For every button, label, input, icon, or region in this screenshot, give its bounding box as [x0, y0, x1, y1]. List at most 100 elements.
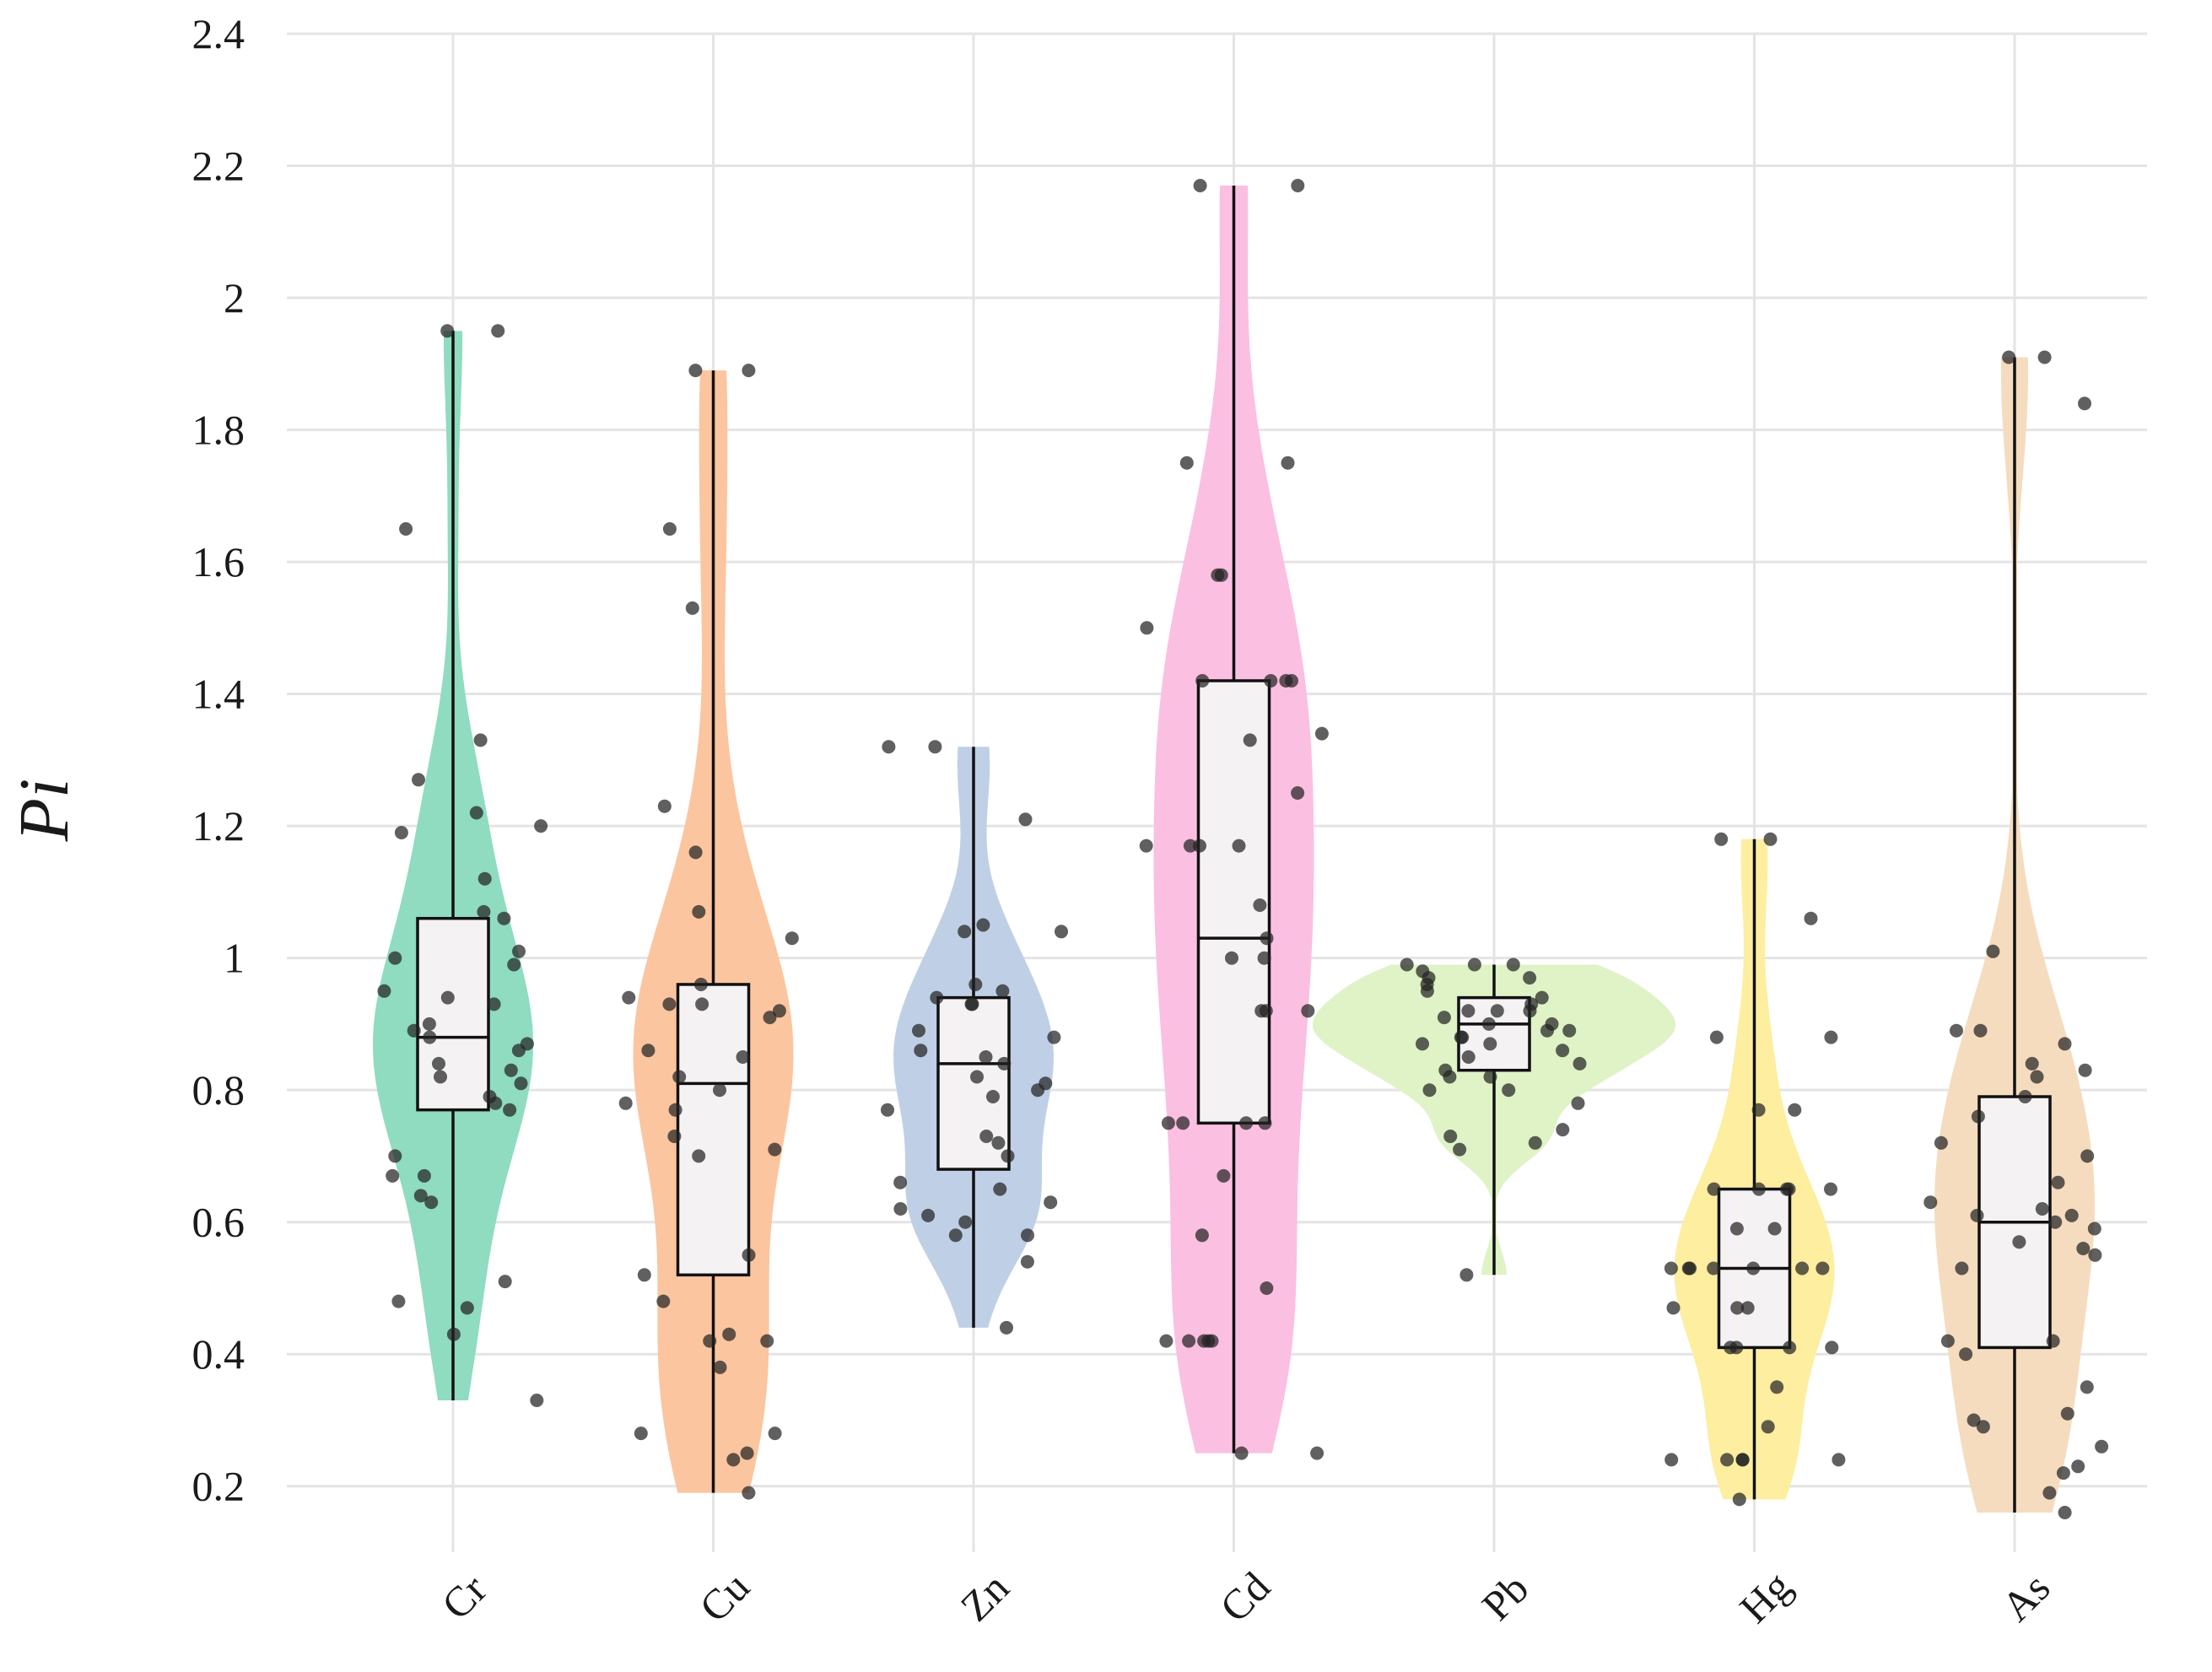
- data-point-pb: [1422, 1083, 1437, 1098]
- data-point-hg: [1815, 1261, 1830, 1276]
- data-point-hg: [1824, 1182, 1837, 1196]
- data-point-zn: [965, 997, 979, 1011]
- data-point-cr: [394, 826, 408, 839]
- data-point-cd: [1257, 951, 1271, 965]
- data-point-cd: [1253, 898, 1267, 912]
- data-point-cu: [742, 364, 756, 378]
- data-point-cr: [512, 944, 526, 958]
- data-point-cu: [662, 522, 677, 536]
- data-point-zn: [1021, 1228, 1034, 1243]
- data-point-as: [1976, 1420, 1990, 1434]
- data-point-pb: [1461, 1004, 1476, 1018]
- data-point-cr: [503, 1103, 517, 1117]
- data-point-zn: [1031, 1083, 1045, 1098]
- y-tick-label: 1.6: [192, 538, 245, 585]
- y-tick-label: 1.2: [192, 802, 245, 849]
- data-point-cr: [487, 997, 501, 1011]
- x-tick-label: Cr: [433, 1565, 496, 1628]
- data-point-pb: [1573, 1056, 1587, 1071]
- data-point-hg: [1832, 1453, 1846, 1467]
- data-point-as: [2037, 350, 2052, 364]
- data-point-hg: [1763, 832, 1778, 846]
- data-point-cu: [703, 1334, 717, 1348]
- y-tick-label: 0.6: [192, 1199, 245, 1246]
- data-point-as: [1923, 1195, 1938, 1210]
- data-point-zn: [958, 1215, 973, 1229]
- x-tick-label: Pb: [1473, 1565, 1538, 1630]
- data-point-zn: [976, 918, 990, 932]
- data-point-hg: [1729, 1222, 1744, 1236]
- data-point-cu: [726, 1453, 741, 1467]
- data-point-cd: [1193, 839, 1206, 853]
- data-point-cd: [1301, 1004, 1315, 1018]
- data-point-pb: [1481, 1017, 1496, 1031]
- data-point-cr: [514, 1076, 528, 1091]
- data-point-pb: [1443, 1070, 1457, 1084]
- data-point-zn: [914, 1044, 928, 1058]
- data-point-as: [2080, 1380, 2094, 1394]
- data-point-as: [2042, 1486, 2057, 1500]
- data-point-as: [2058, 1506, 2072, 1519]
- data-point-cr: [534, 819, 548, 833]
- data-point-zn: [881, 1103, 894, 1117]
- data-point-cd: [1291, 786, 1305, 800]
- data-point-cr: [432, 1056, 445, 1071]
- y-tick-label: 1: [224, 935, 245, 982]
- data-point-pb: [1562, 1023, 1577, 1038]
- data-point-cu: [668, 1103, 682, 1117]
- data-point-cu: [692, 904, 706, 919]
- data-point-as: [2071, 1459, 2085, 1474]
- data-point-cd: [1243, 733, 1257, 747]
- data-point-as: [2064, 1208, 2079, 1222]
- y-tick-label: 0.2: [192, 1463, 245, 1510]
- data-point-pb: [1506, 957, 1520, 972]
- data-point-as: [2076, 1242, 2091, 1255]
- data-point-cu: [641, 1044, 656, 1058]
- data-points: [377, 179, 2109, 1519]
- data-point-cd: [1281, 456, 1295, 470]
- data-point-hg: [1730, 1301, 1745, 1315]
- data-point-pb: [1400, 957, 1414, 972]
- data-point-cd: [1179, 456, 1194, 470]
- data-point-zn: [1055, 925, 1068, 939]
- data-point-zn: [1000, 1320, 1013, 1335]
- data-point-cr: [477, 904, 491, 919]
- data-point-cd: [1193, 179, 1207, 192]
- x-tick-label: Cu: [690, 1563, 758, 1632]
- data-point-hg: [1824, 1030, 1838, 1044]
- data-point-cd: [1197, 1334, 1211, 1348]
- data-point-cd: [1225, 951, 1238, 965]
- data-point-cd: [1234, 1446, 1249, 1460]
- y-tick-label: 2: [224, 274, 245, 321]
- data-point-cu: [693, 978, 708, 991]
- data-point-cd: [1195, 1228, 1209, 1243]
- data-point-hg: [1714, 832, 1729, 846]
- data-point-as: [2012, 1235, 2026, 1249]
- data-point-cr: [440, 324, 455, 338]
- data-point-as: [2030, 1070, 2044, 1084]
- data-point-pb: [1556, 1123, 1570, 1137]
- data-point-cu: [695, 997, 709, 1011]
- data-point-as: [2080, 1149, 2095, 1163]
- x-axis-ticks: Cr Cu Zn Cd Pb Hg As: [433, 1562, 2059, 1632]
- data-point-zn: [948, 1228, 963, 1243]
- data-point-hg: [1720, 1453, 1735, 1467]
- data-point-cd: [1140, 621, 1154, 635]
- data-point-cr: [377, 984, 391, 998]
- data-point-cd: [1260, 931, 1274, 946]
- data-point-pb: [1459, 1268, 1474, 1282]
- data-point-hg: [1767, 1222, 1782, 1236]
- data-point-cr: [473, 733, 488, 747]
- data-point-cd: [1310, 1446, 1325, 1460]
- data-point-cu: [692, 1149, 706, 1163]
- data-point-cd: [1139, 839, 1153, 853]
- data-point-zn: [997, 1056, 1012, 1071]
- data-point-cd: [1264, 674, 1278, 688]
- data-point-cr: [422, 1017, 436, 1031]
- data-point-zn: [893, 1175, 908, 1189]
- data-point-cr: [469, 806, 483, 820]
- data-point-hg: [1770, 1380, 1784, 1394]
- y-tick-label: 0.4: [192, 1330, 245, 1378]
- data-point-cr: [488, 1096, 503, 1110]
- data-point-cu: [713, 1360, 727, 1374]
